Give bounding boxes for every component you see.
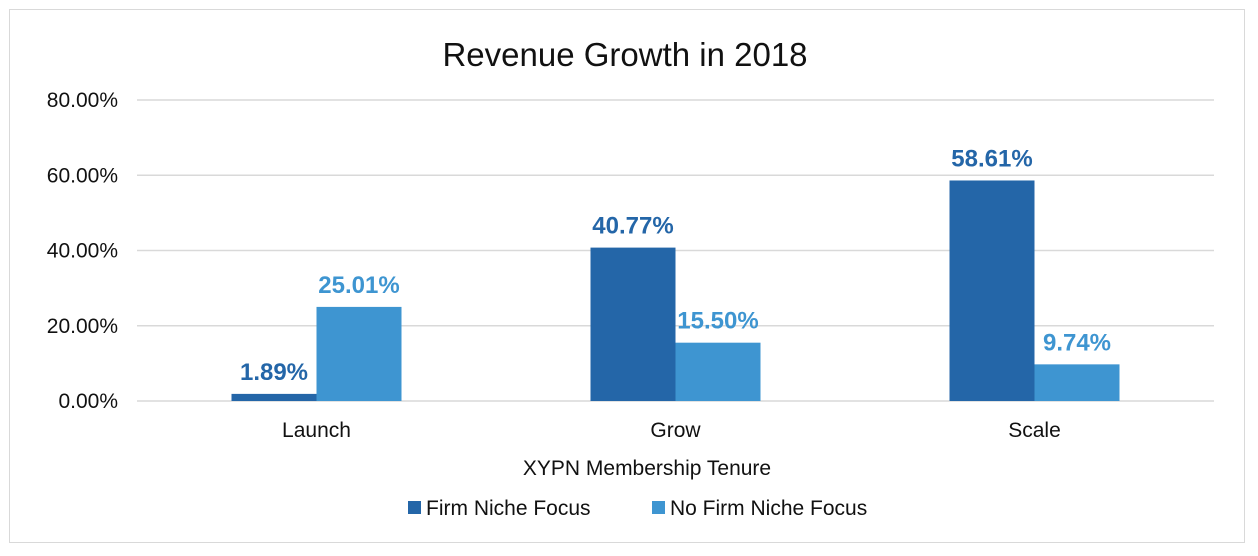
- bar-launch-series-2: [316, 306, 402, 401]
- bar-grow-series-1: [590, 247, 676, 401]
- x-axis-categories: Launch Grow Scale: [282, 419, 1061, 442]
- y-tick-label: 60.00%: [47, 164, 118, 187]
- data-label: 15.50%: [677, 308, 758, 335]
- data-label: 58.61%: [951, 145, 1032, 172]
- y-tick-label: 0.00%: [58, 390, 118, 413]
- x-category-label: Grow: [650, 419, 701, 442]
- y-tick-label: 40.00%: [47, 240, 118, 263]
- y-axis-ticks: 0.00% 20.00% 40.00% 60.00% 80.00%: [47, 89, 118, 413]
- data-label: 9.74%: [1043, 329, 1111, 356]
- data-label: 25.01%: [318, 272, 399, 299]
- y-tick-label: 20.00%: [47, 315, 118, 338]
- bars: [231, 180, 1120, 401]
- bar-launch-series-1: [231, 393, 317, 401]
- legend: Firm Niche Focus No Firm Niche Focus: [408, 497, 867, 520]
- legend-label: Firm Niche Focus: [426, 497, 591, 520]
- bar-grow-series-2: [675, 342, 761, 401]
- x-category-label: Scale: [1008, 419, 1061, 442]
- data-labels: 1.89% 25.01% 40.77% 15.50% 58.61% 9.74%: [240, 145, 1111, 385]
- x-category-label: Launch: [282, 419, 351, 442]
- legend-swatch: [652, 501, 665, 514]
- x-axis-title: XYPN Membership Tenure: [523, 457, 771, 480]
- y-tick-label: 80.00%: [47, 89, 118, 112]
- legend-swatch: [408, 501, 421, 514]
- chart-title: Revenue Growth in 2018: [442, 36, 807, 73]
- data-label: 1.89%: [240, 359, 308, 386]
- bar-scale-series-1: [949, 180, 1035, 401]
- bar-scale-series-2: [1034, 364, 1120, 401]
- data-label: 40.77%: [592, 213, 673, 240]
- legend-label: No Firm Niche Focus: [670, 497, 867, 520]
